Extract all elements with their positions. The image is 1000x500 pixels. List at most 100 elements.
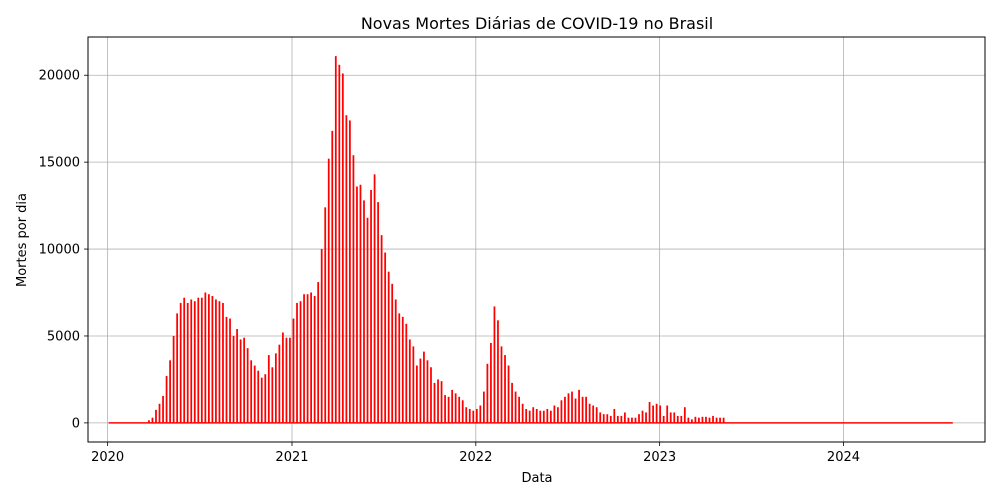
bar [190,299,193,423]
bar [454,393,457,423]
bar [267,355,270,423]
bar [377,202,379,423]
bar [282,332,284,423]
bar [645,412,647,423]
bar [151,417,154,423]
bar [475,408,478,423]
bar [497,320,499,423]
bar [176,313,179,423]
bar [423,351,425,423]
bar [430,367,432,423]
bar [289,337,291,423]
bar [511,382,513,423]
bar [627,417,630,423]
bar [373,174,376,423]
x-tick-label: 2022 [459,450,492,465]
bar [659,405,662,423]
bar [708,417,711,423]
bar [239,339,242,423]
bar [250,360,253,423]
bar [490,342,492,423]
bar [447,396,450,423]
bar [331,130,334,423]
bar [380,235,383,423]
bar [419,358,422,423]
bar [680,415,683,423]
bar [264,374,267,423]
bar [165,375,168,423]
bar [616,415,619,423]
bar [690,419,693,423]
bar [567,393,570,423]
bar [370,189,372,423]
bar [532,407,535,423]
x-tick-label: 2020 [91,450,124,465]
bar [648,402,651,423]
bar [246,348,249,423]
bar [655,403,658,423]
bar [207,294,210,423]
bar [334,56,337,423]
bar [631,417,633,423]
y-axis-title: Mortes por dia [15,193,30,287]
bar [539,410,542,423]
bar [504,355,506,423]
y-tick-label: 5000 [47,329,80,344]
bar [525,408,528,423]
bar [451,389,454,423]
bar [408,339,411,423]
bar [313,295,316,423]
bar [394,299,397,423]
bar [296,302,298,423]
bar [158,403,161,423]
bar [578,389,580,423]
bar [278,344,281,423]
x-tick-label: 2021 [275,450,308,465]
bar [666,405,669,423]
x-tick-label: 2023 [643,450,676,465]
bar [634,417,637,423]
bar [620,415,623,423]
bar [564,396,566,423]
y-tick-label: 0 [72,416,80,431]
bar [542,410,545,423]
bar [345,115,348,423]
bar [225,316,228,423]
bar [698,417,700,423]
bar [479,405,482,423]
bar [405,323,408,423]
bar [694,416,697,423]
bar [518,396,521,423]
bar [324,207,327,423]
bar [183,297,186,423]
bar [521,403,524,423]
bar [433,382,436,423]
bar [673,412,676,423]
bar [662,415,665,423]
bar [260,377,263,423]
bar [384,252,387,423]
bar [341,73,344,423]
bar [465,407,468,423]
bar [557,407,559,423]
bar [715,417,718,423]
bar [606,414,609,423]
bar [493,306,496,423]
bars [108,56,953,424]
bar [236,329,238,423]
bar [592,405,595,423]
bar [366,217,369,423]
bar [401,316,404,423]
x-axis-title: Data [521,471,552,486]
bar [500,346,503,423]
bar [609,415,612,423]
bar [624,412,626,423]
bar [669,412,672,423]
bar [292,318,295,423]
bar [683,407,686,423]
bar [200,297,203,423]
bar [574,398,577,423]
bar [437,379,439,423]
bar [317,282,320,423]
bar [218,301,221,423]
